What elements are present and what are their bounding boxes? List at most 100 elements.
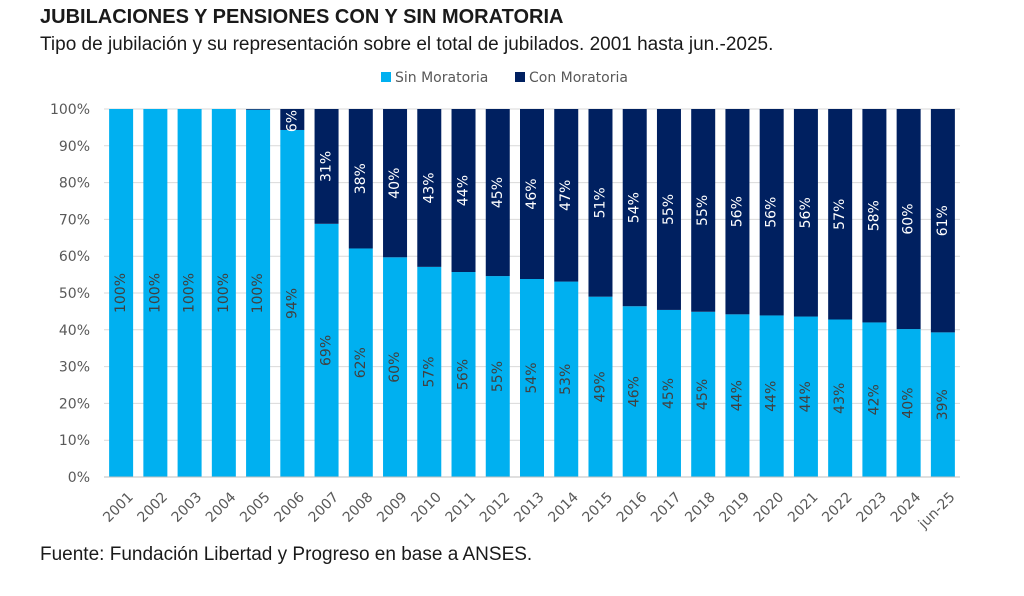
- data-label-sin-moratoria: 39%: [935, 389, 951, 420]
- x-tick-label: 2004: [203, 489, 240, 526]
- bar-con-moratoria: [314, 109, 339, 224]
- bar-con-moratoria: [930, 109, 955, 333]
- y-tick-label: 40%: [59, 323, 90, 339]
- legend-label: Con Moratoria: [529, 70, 628, 86]
- bar-sin-moratoria: [451, 272, 476, 477]
- x-axis: 2001200220032004200520062007200820092010…: [100, 476, 960, 533]
- x-tick-label: 2008: [340, 489, 377, 526]
- x-tick-label: 2023: [853, 489, 890, 526]
- bar-sin-moratoria: [930, 332, 955, 477]
- bar-con-moratoria: [793, 109, 818, 317]
- x-tick-label: 2002: [134, 489, 171, 526]
- bar-sin-moratoria: [896, 329, 921, 477]
- y-tick-label: 10%: [59, 433, 90, 449]
- data-label-sin-moratoria: 45%: [695, 379, 711, 410]
- data-label-con-moratoria: 31%: [319, 151, 335, 182]
- data-label-sin-moratoria: 42%: [866, 384, 882, 415]
- bar-sin-moratoria: [554, 281, 579, 477]
- bar-con-moratoria: [862, 109, 887, 323]
- data-label-con-moratoria: 61%: [935, 205, 951, 236]
- x-tick-label: 2006: [271, 489, 308, 526]
- legend-swatch: [381, 72, 391, 82]
- x-tick-label: 2013: [511, 489, 548, 526]
- bar-sin-moratoria: [143, 109, 168, 477]
- data-label-con-moratoria: 55%: [661, 194, 677, 225]
- bar-sin-moratoria: [656, 309, 681, 477]
- bar-sin-moratoria: [109, 109, 134, 477]
- bar-con-moratoria: [554, 109, 579, 282]
- data-label-sin-moratoria: 53%: [558, 364, 574, 395]
- data-label-sin-moratoria: 49%: [592, 371, 608, 402]
- bar-con-moratoria: [417, 109, 442, 267]
- x-tick-label: 2010: [408, 489, 445, 526]
- bar-sin-moratoria: [793, 316, 818, 477]
- data-label-con-moratoria: 47%: [558, 180, 574, 211]
- x-tick-label: 2018: [682, 489, 719, 526]
- x-tick-label: 2009: [374, 489, 411, 526]
- data-label-sin-moratoria: 100%: [216, 273, 232, 313]
- data-label-sin-moratoria: 44%: [764, 381, 780, 412]
- bar-sin-moratoria: [862, 322, 887, 477]
- x-tick-label: 2007: [306, 489, 343, 526]
- legend-swatch: [515, 72, 525, 82]
- data-label-sin-moratoria: 57%: [421, 356, 437, 387]
- bar-sin-moratoria: [725, 314, 750, 477]
- data-label-sin-moratoria: 62%: [353, 347, 369, 378]
- data-label-sin-moratoria: 69%: [319, 335, 335, 366]
- bar-con-moratoria: [622, 109, 647, 307]
- x-tick-label: 2003: [169, 489, 206, 526]
- y-tick-label: 30%: [59, 360, 90, 376]
- bar-con-moratoria: [896, 109, 921, 330]
- y-tick-label: 0%: [68, 470, 90, 486]
- bar-sin-moratoria: [211, 109, 236, 477]
- bar-con-moratoria: [280, 109, 305, 130]
- chart-title: JUBILACIONES Y PENSIONES CON Y SIN MORAT…: [40, 6, 564, 28]
- data-label-con-moratoria: 6%: [284, 110, 300, 132]
- bar-sin-moratoria: [828, 319, 853, 477]
- data-label-sin-moratoria: 56%: [456, 359, 472, 390]
- data-label-sin-moratoria: 100%: [250, 273, 266, 313]
- bar-con-moratoria: [759, 109, 784, 316]
- legend: Sin Moratoria Con Moratoria: [381, 70, 628, 86]
- bar-con-moratoria: [691, 109, 716, 312]
- bar-sin-moratoria: [622, 306, 647, 477]
- y-tick-label: 20%: [59, 396, 90, 412]
- source-note: Fuente: Fundación Libertad y Progreso en…: [40, 544, 533, 565]
- bar-sin-moratoria: [383, 257, 408, 477]
- data-label-con-moratoria: 38%: [353, 163, 369, 194]
- data-label-sin-moratoria: 44%: [798, 381, 814, 412]
- data-label-sin-moratoria: 60%: [387, 352, 403, 383]
- bar-sin-moratoria: [485, 276, 510, 477]
- y-tick-label: 50%: [59, 286, 90, 302]
- data-label-con-moratoria: 40%: [387, 168, 403, 199]
- bar-con-moratoria: [348, 109, 373, 249]
- x-tick-label: 2022: [819, 489, 856, 526]
- bar-sin-moratoria: [314, 223, 339, 477]
- bar-sin-moratoria: [177, 109, 202, 477]
- data-label-con-moratoria: 43%: [421, 172, 437, 203]
- data-label-sin-moratoria: 55%: [490, 361, 506, 392]
- data-label-con-moratoria: 46%: [524, 178, 540, 209]
- x-tick-label: 2005: [237, 489, 274, 526]
- x-tick-label: 2015: [580, 489, 617, 526]
- x-tick-label: 2019: [717, 489, 754, 526]
- data-label-con-moratoria: 60%: [901, 203, 917, 234]
- data-label-sin-moratoria: 43%: [832, 383, 848, 414]
- bar-sin-moratoria: [691, 311, 716, 477]
- x-tick-label: 2016: [614, 489, 651, 526]
- bar-con-moratoria: [588, 109, 613, 297]
- data-label-con-moratoria: 56%: [798, 197, 814, 228]
- bar-con-moratoria: [451, 109, 476, 273]
- bar-sin-moratoria: [348, 248, 373, 477]
- data-label-sin-moratoria: 44%: [729, 380, 745, 411]
- data-label-sin-moratoria: 94%: [284, 288, 300, 319]
- y-tick-label: 80%: [59, 176, 90, 192]
- bar-sin-moratoria: [246, 109, 271, 478]
- x-tick-label: 2017: [648, 489, 685, 526]
- data-label-sin-moratoria: 54%: [524, 362, 540, 393]
- data-label-sin-moratoria: 45%: [661, 378, 677, 409]
- data-label-con-moratoria: 51%: [592, 187, 608, 218]
- bar-con-moratoria: [383, 109, 408, 258]
- bar-con-moratoria: [725, 109, 750, 315]
- data-label-sin-moratoria: 100%: [113, 273, 129, 313]
